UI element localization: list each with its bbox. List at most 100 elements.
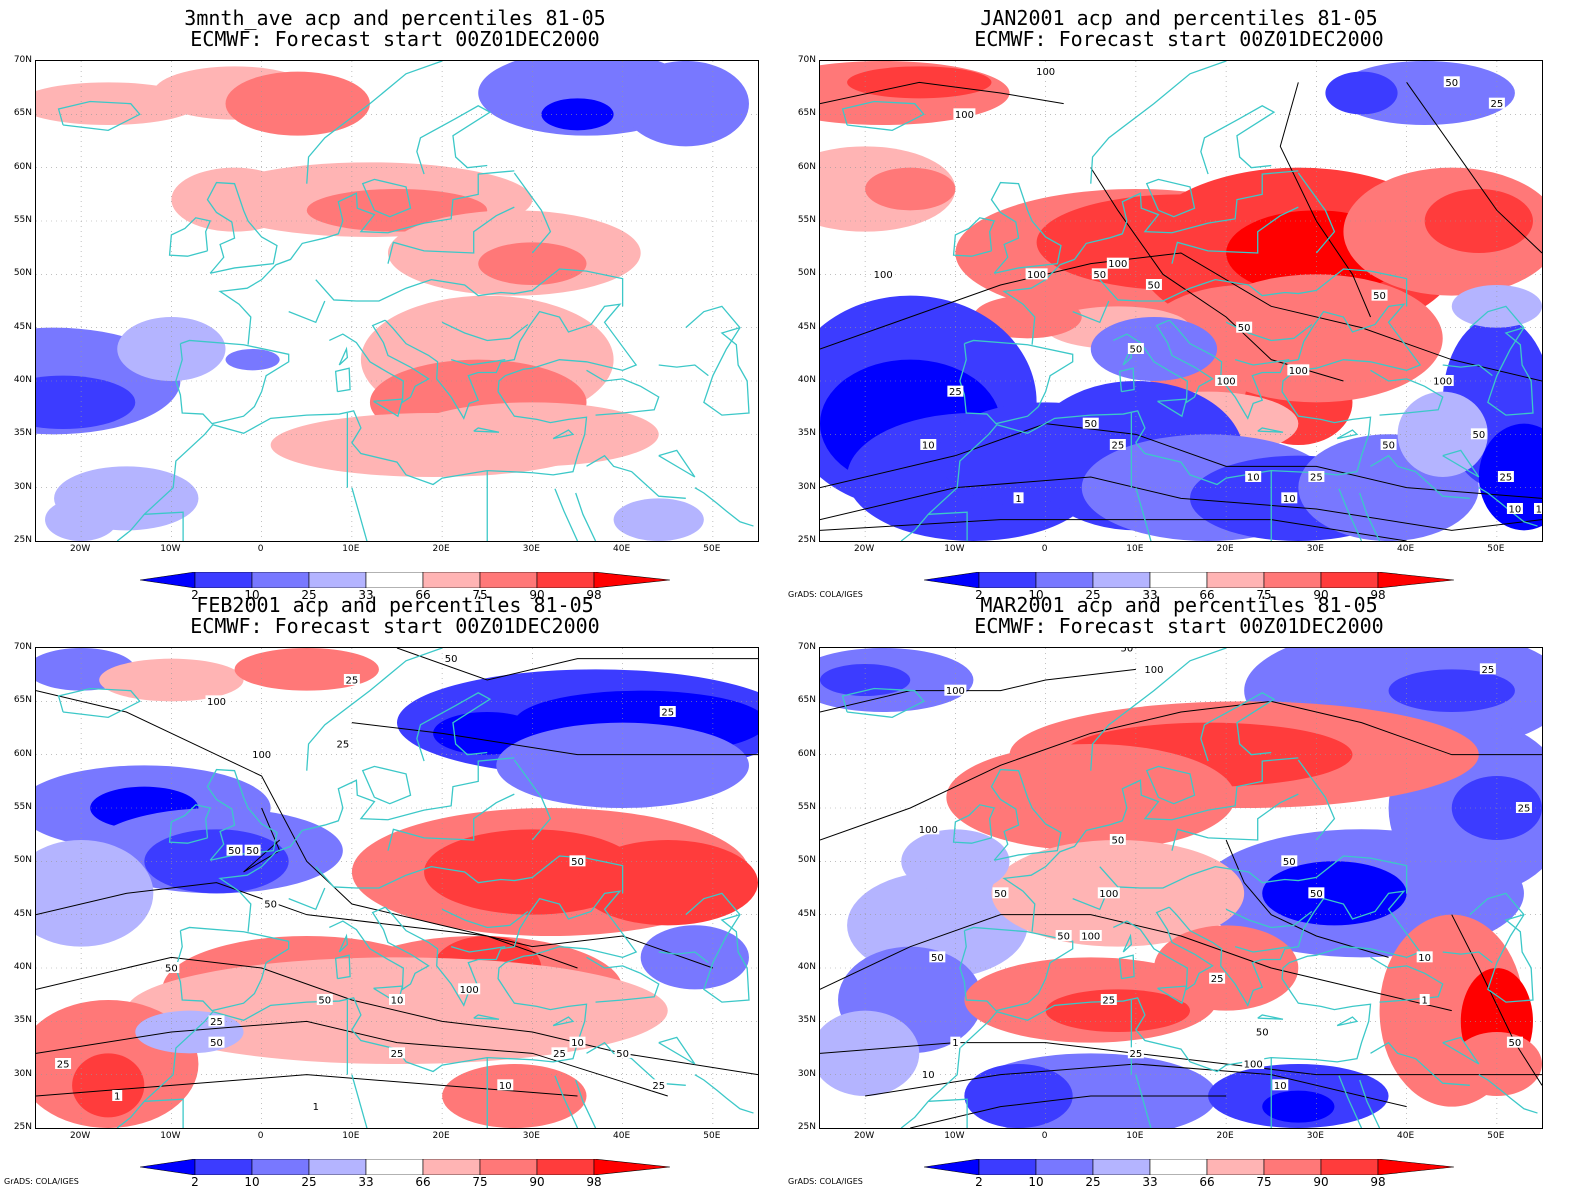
- contour-label: 100: [1242, 1058, 1265, 1071]
- colorbar-label: 98: [1370, 588, 1386, 602]
- coastline: [1200, 692, 1276, 762]
- colorbar-box: [308, 1159, 367, 1175]
- contour-line: [1090, 167, 1344, 382]
- percentile-shading: [964, 1064, 1073, 1128]
- coastline: [288, 300, 326, 324]
- coastline: [351, 487, 368, 541]
- lat-tick-label: 70N: [13, 55, 32, 65]
- coastline: [900, 303, 1422, 541]
- coastline: [351, 1074, 368, 1128]
- map-panel-3: MAR2001 acp and percentiles 81-05 ECMWF: …: [784, 587, 1574, 1189]
- coastline: [334, 954, 351, 980]
- percentile-shading: [622, 61, 749, 147]
- coastline: [168, 217, 212, 257]
- colorbar-arrow-low: [924, 572, 980, 588]
- colorbar-label: 2: [975, 1175, 983, 1189]
- svg-text:50: 50: [1373, 291, 1386, 302]
- coastline: [552, 429, 575, 440]
- lat-tick-label: 45N: [13, 908, 32, 919]
- contour-label: 100: [1025, 268, 1048, 281]
- percentile-shading: [577, 840, 758, 926]
- contour-label: 50: [163, 962, 180, 975]
- svg-text:25: 25: [1481, 665, 1494, 676]
- lon-tick-label: 30E: [1306, 1131, 1324, 1141]
- colorbar-label: 33: [358, 588, 374, 602]
- coastline: [841, 100, 925, 132]
- svg-text:50: 50: [1472, 430, 1485, 441]
- colorbar: [140, 572, 670, 588]
- svg-text:100: 100: [1217, 377, 1236, 388]
- colorbar-box: [422, 572, 481, 588]
- lat-tick-label: 70N: [797, 55, 816, 65]
- grads-credit: GrADS: COLA/IGES: [4, 1177, 79, 1186]
- colorbar-box: [251, 572, 310, 588]
- panel-title-line2: ECMWF: Forecast start 00Z01DEC2000: [190, 27, 600, 51]
- lon-tick-label: 30E: [1306, 544, 1324, 554]
- contour-label: 50: [1109, 834, 1126, 847]
- contour-label: 25: [1209, 972, 1226, 985]
- contour-line: [865, 1063, 1407, 1108]
- coastline: [575, 492, 597, 541]
- colorbar-label: 98: [586, 588, 602, 602]
- lon-tick-label: 10E: [342, 544, 360, 554]
- contour-label: 25: [659, 706, 676, 719]
- contour-line: [820, 519, 1407, 541]
- contour-line: [36, 956, 758, 1076]
- coastline: [315, 268, 624, 307]
- coastline: [1442, 364, 1493, 377]
- coastline: [1297, 759, 1336, 841]
- panel-title-line1: 3mnth_ave acp and percentiles 81-05: [184, 6, 606, 30]
- lat-tick-label: 60N: [797, 748, 816, 759]
- svg-text:10: 10: [499, 1081, 512, 1092]
- contour-label: 50: [226, 844, 243, 857]
- contour-label: 10: [389, 994, 405, 1007]
- percentile-shading: [225, 348, 280, 371]
- panel-title-line1: JAN2001 acp and percentiles 81-05: [980, 6, 1378, 30]
- percentile-shading: [1262, 861, 1407, 926]
- contour-label: 10: [1281, 492, 1298, 505]
- contour-label: 25: [1100, 994, 1117, 1007]
- coastline: [329, 319, 430, 404]
- coastline: [1113, 319, 1214, 404]
- lat-tick-label: 45N: [13, 321, 32, 332]
- coastline: [306, 648, 443, 771]
- contour-label: 25: [551, 1047, 568, 1060]
- svg-text:100: 100: [1027, 270, 1046, 281]
- contour-label: 50: [1091, 268, 1108, 281]
- coastline: [586, 1041, 686, 1086]
- contour-label: 100: [1431, 375, 1454, 388]
- svg-text:1: 1: [313, 1102, 319, 1113]
- coastline: [1370, 454, 1470, 499]
- svg-text:50: 50: [1111, 836, 1124, 847]
- colorbar-label: 75: [472, 1175, 488, 1189]
- map-panel-2: FEB2001 acp and percentiles 81-05 ECMWF: …: [0, 587, 790, 1189]
- colorbar-label: 90: [1313, 588, 1329, 602]
- colorbar-arrow-low: [924, 1159, 980, 1175]
- coastline: [1157, 985, 1188, 1005]
- coastline: [387, 206, 515, 264]
- panel-title-line1: MAR2001 acp and percentiles 81-05: [980, 593, 1378, 617]
- colorbar-arrow-high: [1377, 572, 1454, 588]
- lon-tick-label: 0: [257, 1131, 264, 1141]
- contour-label: 100: [205, 695, 228, 708]
- svg-text:100: 100: [1289, 366, 1308, 377]
- colorbar-label: 75: [1256, 588, 1272, 602]
- colorbar-box: [536, 572, 595, 588]
- lon-tick-label: 50E: [703, 1131, 721, 1141]
- coastline: [990, 768, 1062, 861]
- svg-text:50: 50: [1057, 932, 1070, 943]
- coastline: [206, 768, 278, 861]
- svg-text:25: 25: [1211, 974, 1224, 985]
- svg-text:25: 25: [210, 1017, 223, 1028]
- percentile-shading: [1190, 274, 1443, 403]
- contour-label: 25: [208, 1015, 225, 1028]
- percentile-shading: [1424, 188, 1533, 254]
- colorbar-box: [1206, 572, 1265, 588]
- svg-text:25: 25: [57, 1060, 70, 1071]
- svg-text:50: 50: [1130, 345, 1143, 356]
- map-panel-0: 3mnth_ave acp and percentiles 81-05 ECMWF…: [0, 0, 790, 602]
- colorbar-box: [1263, 572, 1322, 588]
- lat-tick-label: 35N: [13, 428, 32, 439]
- lat-tick-label: 50N: [797, 855, 816, 866]
- lon-tick-label: 10W: [944, 544, 965, 554]
